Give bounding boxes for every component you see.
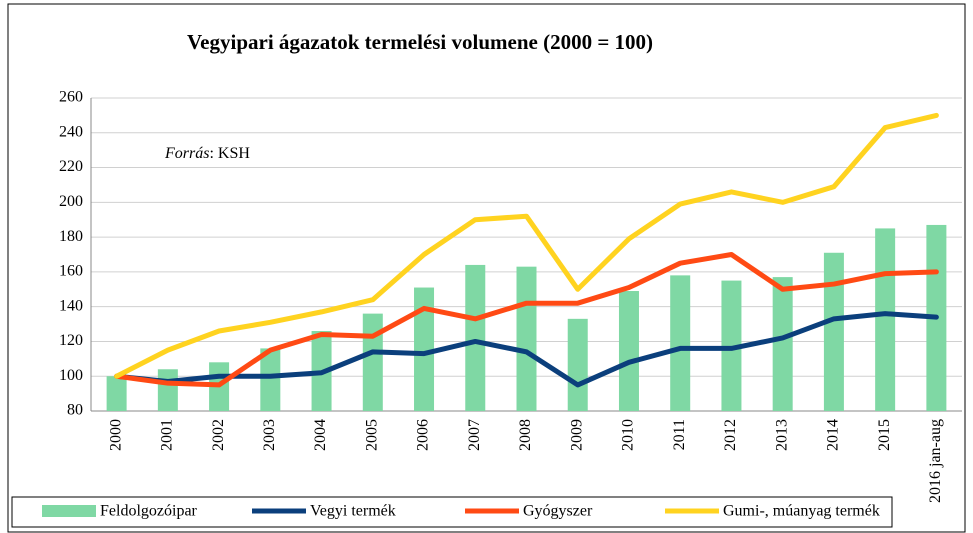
bar: [260, 348, 281, 411]
x-tick-label: 2010: [620, 419, 637, 451]
x-tick-label: 2006: [415, 419, 432, 451]
bar: [772, 277, 793, 411]
x-tick-label: 2004: [312, 419, 329, 451]
chart-title: Vegyipari ágazatok termelési volumene (2…: [187, 30, 653, 54]
y-tick-label: 120: [59, 332, 83, 349]
y-tick-label: 180: [59, 228, 83, 245]
x-tick-label: 2012: [722, 419, 739, 451]
source-label: Forrás: [164, 145, 209, 162]
bar: [823, 252, 844, 411]
line: [114, 311, 939, 388]
bar: [618, 291, 639, 411]
legend-box: [11, 496, 893, 528]
x-tick-label: 2015: [876, 419, 893, 451]
frame: [7, 3, 966, 533]
x-tick-label: 2013: [773, 419, 790, 451]
bar: [721, 280, 742, 411]
legend-swatch: [42, 505, 96, 517]
y-tick-label: 260: [59, 89, 83, 106]
line: [114, 252, 939, 388]
bar: [106, 376, 127, 411]
y-tick-label: 80: [67, 402, 83, 419]
x-tick-label: 2001: [159, 419, 176, 451]
bar: [875, 228, 896, 411]
y-tick-label: 100: [59, 367, 83, 384]
x-tick-label: 2014: [825, 419, 842, 451]
line: [114, 112, 939, 379]
x-tick-label: 2016 jan-aug: [927, 419, 944, 503]
source-text: : KSH: [209, 145, 250, 162]
y-tick-label: 200: [59, 193, 83, 210]
legend-label: Gumi-, múanyag termék: [723, 503, 880, 520]
bar: [414, 287, 435, 411]
x-tick-label: 2002: [210, 419, 227, 451]
x-tick-label: 2003: [261, 419, 278, 451]
y-tick-label: 220: [59, 158, 83, 175]
source: Forrás: KSH: [164, 145, 250, 162]
legend-label: Feldolgozóipar: [100, 503, 198, 520]
legend-label: Vegyi termék: [310, 503, 396, 520]
x-tick-label: 2005: [363, 419, 380, 451]
x-tick-label: 2008: [517, 419, 534, 451]
bar: [465, 264, 486, 411]
x-tick-label: 2009: [568, 419, 585, 451]
x-tick-label: 2011: [671, 419, 688, 450]
y-tick-label: 140: [59, 297, 83, 314]
bar: [157, 369, 178, 411]
bar: [567, 318, 588, 411]
y-tick-label: 160: [59, 263, 83, 280]
bar: [670, 275, 691, 411]
bar: [516, 266, 537, 411]
x-tick-label: 2000: [107, 419, 124, 451]
y-tick-label: 240: [59, 123, 83, 140]
bar: [362, 313, 383, 411]
x-tick-label: 2007: [466, 419, 483, 451]
legend-label: Gyógyszer: [523, 503, 593, 520]
